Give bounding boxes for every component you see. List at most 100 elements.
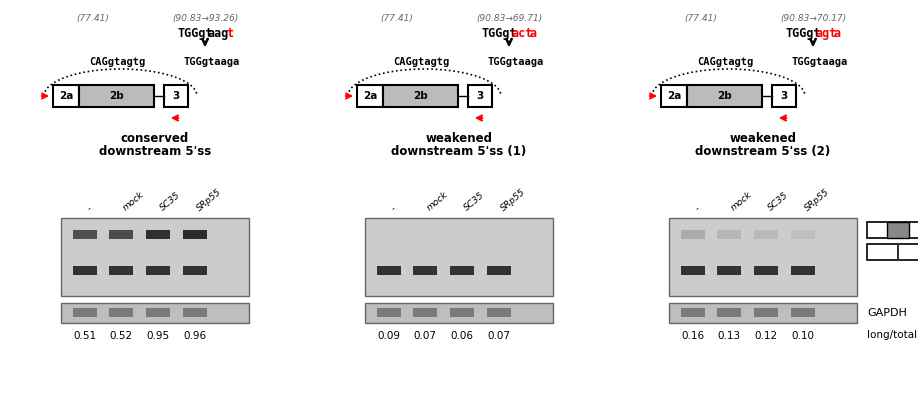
Bar [73, 266, 97, 275]
Text: 0.10: 0.10 [791, 331, 814, 341]
Bar [61, 218, 249, 296]
Text: 0.52: 0.52 [109, 331, 132, 341]
Text: TGGgtaaga: TGGgtaaga [792, 57, 848, 67]
Text: -: - [693, 204, 701, 213]
Text: CAGgtagtg: CAGgtagtg [89, 57, 145, 67]
Text: CAGgtagtg: CAGgtagtg [393, 57, 449, 67]
Text: a: a [530, 27, 537, 40]
Bar [717, 266, 741, 275]
Text: TGGgtaaga: TGGgtaaga [184, 57, 241, 67]
Bar [365, 218, 553, 296]
Text: (90.83→93.26): (90.83→93.26) [172, 14, 238, 23]
Bar [669, 303, 857, 323]
Text: 0.07: 0.07 [413, 331, 436, 341]
Text: TGGgt: TGGgt [178, 27, 214, 40]
Text: (90.83→70.17): (90.83→70.17) [780, 14, 846, 23]
Text: conserved: conserved [121, 132, 189, 145]
Bar [146, 266, 170, 275]
Bar [487, 266, 511, 275]
Bar [183, 266, 207, 275]
Bar [377, 308, 401, 317]
Text: 0.95: 0.95 [147, 331, 170, 341]
Text: 2a: 2a [363, 91, 377, 101]
Text: 0.06: 0.06 [451, 331, 474, 341]
Bar [791, 308, 815, 317]
Bar [717, 308, 741, 317]
Text: downstream 5'ss (1): downstream 5'ss (1) [391, 145, 527, 158]
Bar [109, 308, 133, 317]
Text: TGGgtaaga: TGGgtaaga [487, 57, 544, 67]
Text: SRp55: SRp55 [195, 187, 223, 213]
Bar [754, 266, 778, 275]
Text: SC35: SC35 [462, 191, 486, 213]
Text: 2a: 2a [666, 91, 681, 101]
Text: mock: mock [729, 191, 754, 213]
Bar [887, 222, 909, 238]
Bar [146, 230, 170, 239]
Bar [413, 266, 437, 275]
Bar [73, 230, 97, 239]
Bar [791, 266, 815, 275]
Text: GAPDH: GAPDH [867, 308, 907, 318]
Text: downstream 5'ss: downstream 5'ss [99, 145, 211, 158]
Text: 0.07: 0.07 [487, 331, 510, 341]
Text: CAGgtagtg: CAGgtagtg [697, 57, 753, 67]
Bar [754, 230, 778, 239]
Bar [887, 222, 909, 238]
Bar [383, 85, 458, 107]
Text: act: act [512, 27, 533, 40]
Text: long/total(%): long/total(%) [867, 330, 918, 340]
Bar [413, 308, 437, 317]
Bar [897, 244, 899, 260]
Bar [450, 266, 474, 275]
Bar [791, 230, 815, 239]
Text: mock: mock [425, 191, 450, 213]
Text: weakened: weakened [730, 132, 797, 145]
Bar [365, 303, 553, 323]
Text: (77.41): (77.41) [381, 14, 413, 23]
Text: 3: 3 [476, 91, 484, 101]
Bar [468, 85, 492, 107]
Text: t: t [226, 27, 233, 40]
Bar [754, 308, 778, 317]
Text: 0.51: 0.51 [73, 331, 96, 341]
Bar [53, 85, 79, 107]
Text: 3: 3 [780, 91, 788, 101]
Bar [164, 85, 188, 107]
Text: 0.09: 0.09 [377, 331, 400, 341]
Bar [772, 85, 796, 107]
Bar [73, 308, 97, 317]
Text: 2b: 2b [109, 91, 124, 101]
Text: -: - [389, 204, 397, 213]
Text: SRp55: SRp55 [499, 187, 527, 213]
Text: a: a [834, 27, 841, 40]
Bar [867, 244, 918, 260]
Bar [183, 230, 207, 239]
Bar [669, 218, 857, 296]
Bar [867, 222, 918, 238]
Bar [79, 85, 154, 107]
Text: weakened: weakened [426, 132, 492, 145]
Text: SC35: SC35 [158, 191, 182, 213]
Text: SRp55: SRp55 [803, 187, 831, 213]
Text: 2b: 2b [717, 91, 732, 101]
Text: 0.96: 0.96 [184, 331, 207, 341]
Bar [687, 85, 762, 107]
Text: 0.13: 0.13 [718, 331, 741, 341]
Bar [377, 266, 401, 275]
Bar [717, 230, 741, 239]
Text: TGGgt: TGGgt [786, 27, 822, 40]
Text: (90.83→69.71): (90.83→69.71) [476, 14, 543, 23]
Bar [183, 308, 207, 317]
Text: (77.41): (77.41) [76, 14, 109, 23]
Bar [681, 230, 705, 239]
Text: agt: agt [816, 27, 837, 40]
Bar [661, 85, 687, 107]
Text: aag: aag [208, 27, 230, 40]
Bar [109, 230, 133, 239]
Bar [109, 266, 133, 275]
Text: 3: 3 [173, 91, 180, 101]
Text: 2a: 2a [59, 91, 73, 101]
Bar [146, 308, 170, 317]
Bar [681, 266, 705, 275]
